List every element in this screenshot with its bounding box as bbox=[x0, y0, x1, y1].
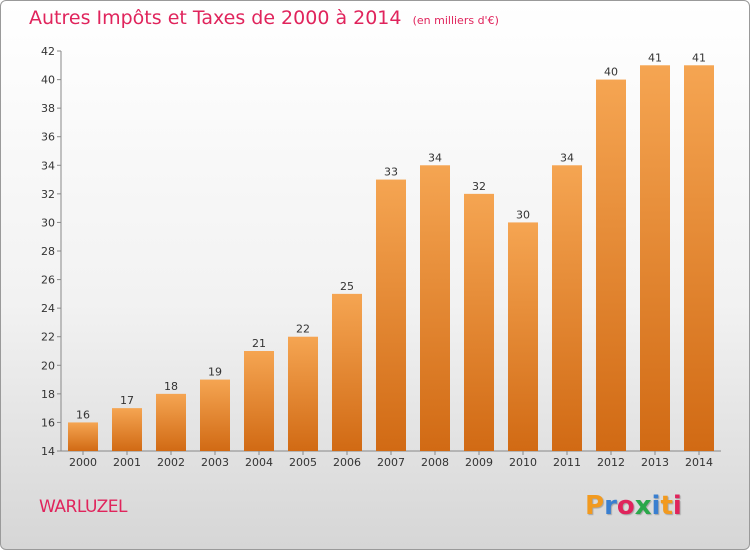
bar bbox=[244, 351, 274, 451]
y-tick-label: 16 bbox=[41, 416, 55, 429]
y-tick-label: 26 bbox=[41, 274, 55, 287]
logo-letter: i bbox=[672, 491, 682, 521]
data-label: 30 bbox=[516, 208, 530, 221]
data-label: 21 bbox=[252, 337, 266, 350]
x-tick-label: 2001 bbox=[113, 456, 141, 469]
bar bbox=[596, 79, 626, 452]
x-tick-label: 2007 bbox=[377, 456, 405, 469]
bar bbox=[112, 408, 142, 451]
x-tick-label: 2014 bbox=[685, 456, 713, 469]
chart-subtitle: (en milliers d'€) bbox=[412, 14, 499, 27]
data-label: 33 bbox=[384, 166, 398, 179]
bar bbox=[288, 336, 318, 451]
bar bbox=[640, 65, 670, 452]
chart-title-block: Autres Impôts et Taxes de 2000 à 2014 (e… bbox=[29, 7, 499, 29]
data-label: 41 bbox=[648, 51, 662, 64]
data-label: 18 bbox=[164, 380, 178, 393]
bar bbox=[420, 165, 450, 452]
data-label: 16 bbox=[76, 408, 90, 421]
y-tick-label: 36 bbox=[41, 131, 55, 144]
x-tick-label: 2012 bbox=[597, 456, 625, 469]
logo-letter: r bbox=[604, 491, 617, 521]
data-label: 34 bbox=[560, 151, 574, 164]
y-tick-label: 18 bbox=[41, 388, 55, 401]
data-label: 34 bbox=[428, 151, 442, 164]
data-label: 32 bbox=[472, 180, 486, 193]
y-tick-label: 24 bbox=[41, 302, 55, 315]
commune-name: WARLUZEL bbox=[39, 497, 127, 517]
bar bbox=[508, 222, 538, 451]
x-tick-label: 2006 bbox=[333, 456, 361, 469]
y-tick-label: 30 bbox=[41, 216, 55, 229]
logo-letter: x bbox=[634, 491, 652, 521]
chart-labels: 16 2000 17 2001 18 2002 19 2003 21 2004 22 2005 25 20… bbox=[69, 51, 713, 469]
bar bbox=[156, 393, 186, 451]
y-tick-label: 28 bbox=[41, 245, 55, 258]
logo-letter: t bbox=[660, 491, 673, 521]
x-tick-label: 2010 bbox=[509, 456, 537, 469]
bar bbox=[552, 165, 582, 452]
chart-bars bbox=[68, 65, 714, 452]
y-tick-label: 22 bbox=[41, 331, 55, 344]
data-label: 41 bbox=[692, 51, 706, 64]
x-tick-label: 2013 bbox=[641, 456, 669, 469]
data-label: 40 bbox=[604, 66, 618, 79]
x-tick-label: 2003 bbox=[201, 456, 229, 469]
data-label: 17 bbox=[120, 394, 134, 407]
y-tick-label: 32 bbox=[41, 188, 55, 201]
bar bbox=[68, 422, 98, 451]
proxiti-logo: Proxiti bbox=[585, 491, 682, 521]
logo-letter: i bbox=[651, 491, 661, 521]
y-tick-label: 20 bbox=[41, 359, 55, 372]
logo-letter: o bbox=[616, 491, 635, 521]
y-tick-label: 40 bbox=[41, 74, 55, 87]
bar bbox=[332, 293, 362, 451]
y-tick-label: 34 bbox=[41, 159, 55, 172]
data-label: 25 bbox=[340, 280, 354, 293]
x-tick-label: 2002 bbox=[157, 456, 185, 469]
y-tick-label: 38 bbox=[41, 102, 55, 115]
bar bbox=[200, 379, 230, 451]
x-tick-label: 2009 bbox=[465, 456, 493, 469]
data-label: 22 bbox=[296, 323, 310, 336]
data-label: 19 bbox=[208, 366, 222, 379]
y-tick-label: 42 bbox=[41, 45, 55, 58]
x-tick-label: 2008 bbox=[421, 456, 449, 469]
x-tick-label: 2004 bbox=[245, 456, 273, 469]
logo-letter: P bbox=[585, 491, 605, 521]
y-tick-label: 14 bbox=[41, 445, 55, 458]
x-tick-label: 2005 bbox=[289, 456, 317, 469]
x-tick-label: 2011 bbox=[553, 456, 581, 469]
chart-title: Autres Impôts et Taxes de 2000 à 2014 bbox=[29, 7, 402, 29]
x-tick-label: 2000 bbox=[69, 456, 97, 469]
bar bbox=[376, 179, 406, 452]
bar bbox=[464, 193, 494, 451]
bar bbox=[684, 65, 714, 452]
